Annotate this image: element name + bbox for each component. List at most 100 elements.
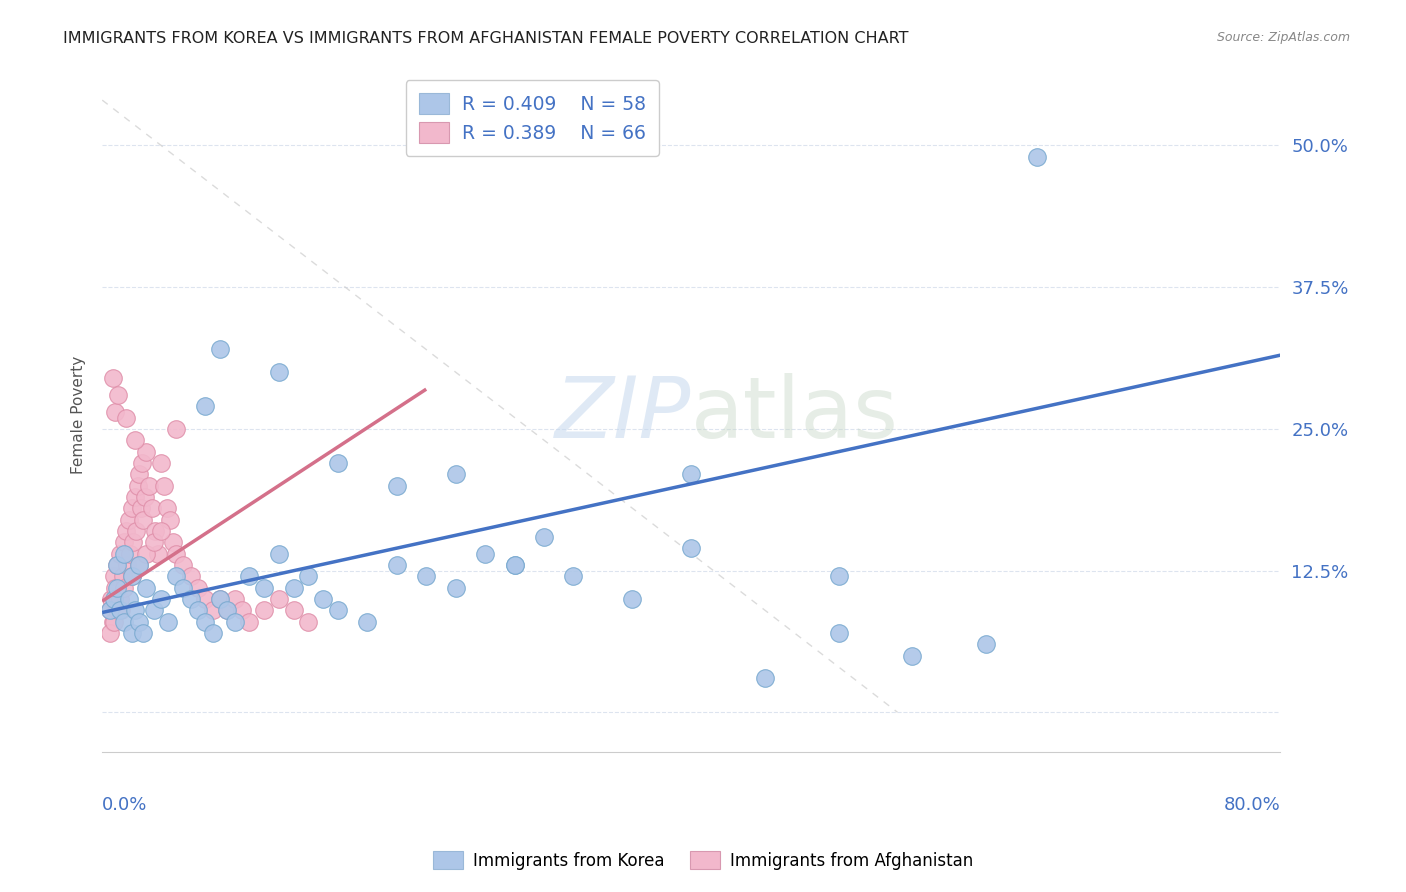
- Point: [103, 569, 125, 583]
- Point: [108, 603, 131, 617]
- Point: [754, 671, 776, 685]
- Point: [107, 591, 129, 606]
- Point: [253, 603, 276, 617]
- Point: [114, 524, 136, 538]
- Point: [159, 512, 181, 526]
- Point: [105, 603, 128, 617]
- Point: [194, 615, 217, 629]
- Point: [125, 524, 148, 538]
- Point: [297, 569, 319, 583]
- Point: [157, 615, 180, 629]
- Point: [105, 558, 128, 572]
- Point: [138, 478, 160, 492]
- Point: [150, 591, 173, 606]
- Text: Source: ZipAtlas.com: Source: ZipAtlas.com: [1216, 31, 1350, 45]
- Point: [253, 581, 276, 595]
- Point: [124, 603, 146, 617]
- Point: [131, 456, 153, 470]
- Point: [124, 433, 146, 447]
- Point: [621, 591, 644, 606]
- Point: [415, 569, 437, 583]
- Point: [135, 444, 157, 458]
- Point: [108, 591, 131, 606]
- Point: [127, 478, 149, 492]
- Point: [143, 524, 166, 538]
- Point: [117, 558, 139, 572]
- Point: [118, 512, 141, 526]
- Point: [120, 547, 142, 561]
- Point: [217, 603, 239, 617]
- Point: [107, 388, 129, 402]
- Point: [201, 626, 224, 640]
- Point: [172, 581, 194, 595]
- Point: [312, 591, 335, 606]
- Point: [142, 603, 165, 617]
- Point: [208, 591, 231, 606]
- Point: [129, 501, 152, 516]
- Point: [121, 501, 143, 516]
- Point: [112, 547, 135, 561]
- Point: [103, 615, 125, 629]
- Point: [224, 591, 246, 606]
- Point: [385, 558, 408, 572]
- Point: [128, 615, 150, 629]
- Point: [194, 591, 217, 606]
- Point: [326, 603, 349, 617]
- Point: [121, 626, 143, 640]
- Point: [111, 569, 134, 583]
- Point: [101, 371, 124, 385]
- Point: [267, 547, 290, 561]
- Point: [901, 648, 924, 663]
- Point: [974, 637, 997, 651]
- Point: [132, 512, 155, 526]
- Point: [194, 399, 217, 413]
- Point: [150, 456, 173, 470]
- Point: [444, 581, 467, 595]
- Point: [165, 422, 187, 436]
- Point: [267, 591, 290, 606]
- Point: [146, 547, 169, 561]
- Point: [172, 558, 194, 572]
- Point: [121, 569, 143, 583]
- Point: [297, 615, 319, 629]
- Point: [103, 591, 125, 606]
- Point: [128, 558, 150, 572]
- Text: ZIP: ZIP: [555, 373, 692, 456]
- Point: [128, 558, 150, 572]
- Text: atlas: atlas: [692, 373, 900, 456]
- Point: [141, 501, 163, 516]
- Point: [827, 569, 849, 583]
- Point: [100, 591, 122, 606]
- Point: [201, 603, 224, 617]
- Point: [562, 569, 585, 583]
- Legend: R = 0.409    N = 58, R = 0.389    N = 66: R = 0.409 N = 58, R = 0.389 N = 66: [405, 80, 659, 156]
- Point: [238, 569, 260, 583]
- Point: [208, 343, 231, 357]
- Point: [208, 591, 231, 606]
- Point: [162, 535, 184, 549]
- Point: [1026, 150, 1049, 164]
- Point: [224, 615, 246, 629]
- Point: [503, 558, 526, 572]
- Point: [104, 581, 127, 595]
- Point: [180, 591, 202, 606]
- Point: [827, 626, 849, 640]
- Point: [180, 569, 202, 583]
- Point: [105, 581, 128, 595]
- Point: [283, 603, 305, 617]
- Point: [533, 529, 555, 543]
- Point: [142, 535, 165, 549]
- Text: 80.0%: 80.0%: [1223, 796, 1281, 814]
- Point: [474, 547, 496, 561]
- Point: [326, 456, 349, 470]
- Text: 0.0%: 0.0%: [103, 796, 148, 814]
- Point: [112, 535, 135, 549]
- Point: [165, 547, 187, 561]
- Point: [187, 581, 209, 595]
- Point: [135, 581, 157, 595]
- Point: [132, 626, 155, 640]
- Point: [112, 615, 135, 629]
- Point: [135, 547, 157, 561]
- Y-axis label: Female Poverty: Female Poverty: [72, 356, 86, 474]
- Point: [385, 478, 408, 492]
